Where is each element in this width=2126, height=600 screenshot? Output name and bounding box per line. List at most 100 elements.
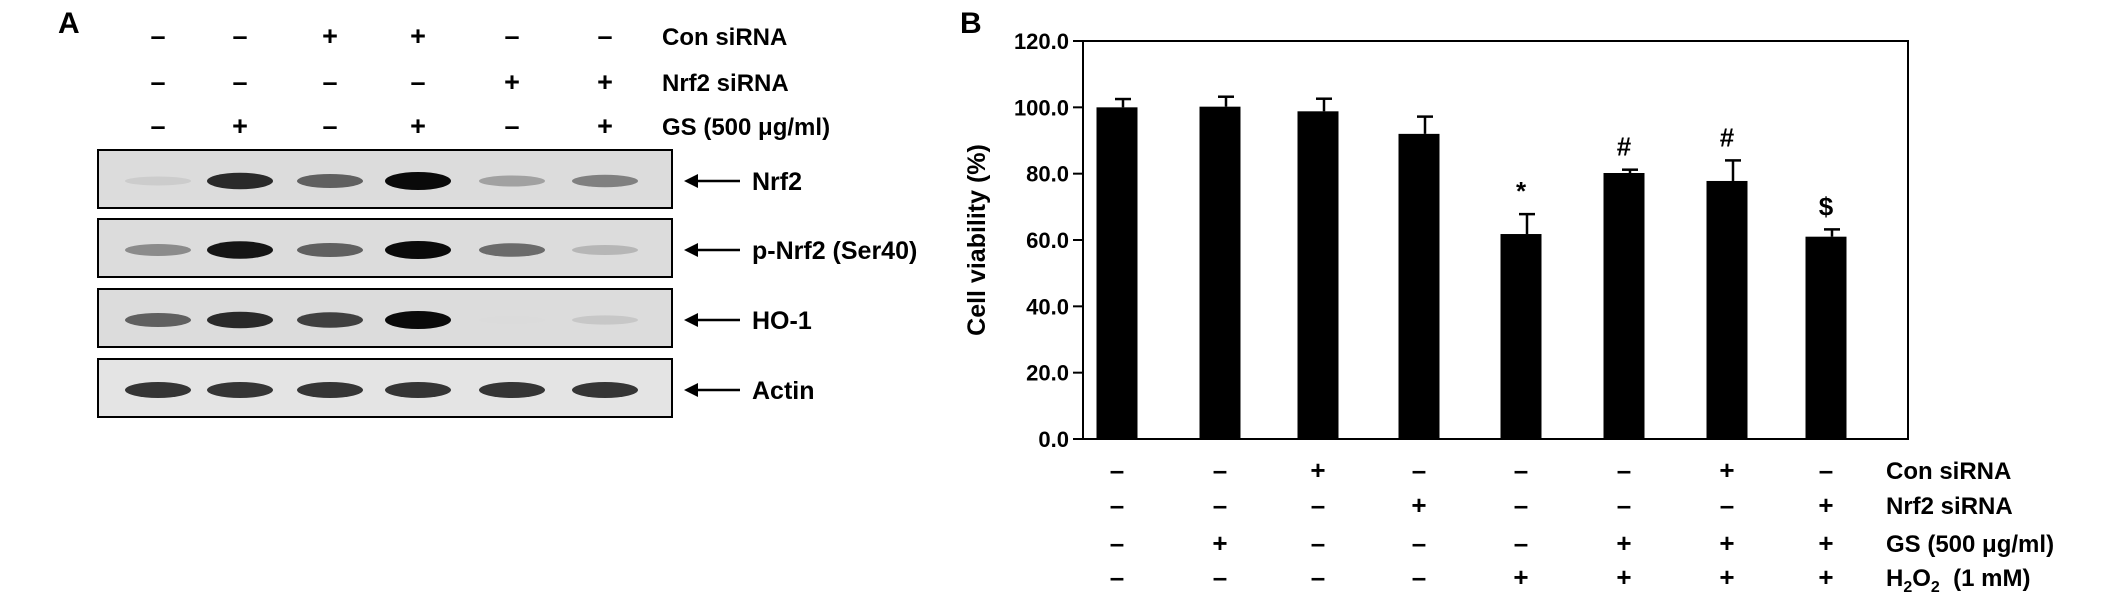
y-tick-label: 60.0: [1026, 228, 1069, 253]
panel-b-sign: +: [1616, 528, 1631, 558]
panel-a-sign: +: [410, 111, 426, 141]
panel-a-sign: +: [597, 111, 613, 141]
panel-a-condition-label: GS (500 μg/ml): [662, 114, 830, 141]
blot-band: [385, 172, 451, 190]
y-tick-label: 0.0: [1038, 427, 1069, 452]
arrow-head: [684, 243, 698, 257]
panel-b-sign: –: [1110, 490, 1124, 520]
panel-a-sign: –: [504, 21, 519, 51]
blot-band: [207, 382, 273, 398]
panel-b-sign: –: [1412, 455, 1426, 485]
panel-b-condition-table: – – + – – – + – Con siRNA – – – + – – – + Nrf2 siRNA – + – – –…: [1110, 455, 2054, 596]
bar: [1500, 234, 1542, 439]
panel-b-sign: +: [1719, 528, 1734, 558]
significance-mark: *: [1516, 176, 1527, 206]
panel-b-sign: –: [1213, 455, 1227, 485]
arrow-head: [684, 174, 698, 188]
blot-band: [125, 313, 191, 327]
panel-b-sign: +: [1719, 455, 1734, 485]
blot-band: [572, 382, 638, 398]
blot-band: [125, 382, 191, 398]
panel-b: B 0.0 20.0 40.0 60.0 80.0 100.0 120.0 Cell via…: [960, 7, 2054, 596]
arrow-head: [684, 383, 698, 397]
panel-a-sign: –: [150, 67, 165, 97]
arrow-head: [684, 313, 698, 327]
panel-b-sign: –: [1311, 490, 1325, 520]
panel-a: A – – + + – – Con siRNA – – – – + + Nrf2 siRNA – + – + – + G…: [58, 7, 917, 418]
blot-band: [297, 243, 363, 257]
panel-b-condition-label: Con siRNA: [1886, 458, 2011, 485]
blot-band: [572, 245, 638, 255]
bar: [1706, 180, 1748, 440]
blot-band: [207, 172, 273, 190]
panel-b-sign: –: [1110, 562, 1124, 592]
blot-band: [385, 311, 451, 329]
panel-a-sign: +: [504, 67, 520, 97]
significance-mark: $: [1819, 191, 1834, 221]
y-tick-label: 80.0: [1026, 162, 1069, 187]
condition-label-part: 2: [1903, 579, 1912, 596]
panel-b-sign: –: [1617, 455, 1631, 485]
panel-b-letter: B: [960, 7, 982, 40]
condition-label-part: O: [1912, 565, 1931, 592]
blot-label: HO-1: [752, 307, 812, 335]
panel-b-sign: +: [1719, 562, 1734, 592]
bars: * # # $: [1096, 95, 1847, 440]
panel-a-sign: –: [150, 111, 165, 141]
blot-strip: Actin: [97, 358, 815, 418]
blot-band: [385, 382, 451, 398]
bar: [1398, 133, 1440, 439]
y-tick-label: 40.0: [1026, 294, 1069, 319]
panel-b-sign: –: [1110, 528, 1124, 558]
y-tick-label: 120.0: [1014, 29, 1069, 54]
blot-band: [207, 311, 273, 329]
blot-label: Nrf2: [752, 168, 802, 196]
blot-label: Actin: [752, 377, 815, 405]
blot-label: p-Nrf2 (Ser40): [752, 237, 917, 265]
panel-a-sign: –: [504, 111, 519, 141]
blot-band: [297, 382, 363, 398]
panel-a-sign: –: [150, 21, 165, 51]
panel-b-sign: –: [1514, 455, 1528, 485]
condition-label-part: (1 mM): [1940, 565, 2031, 592]
panel-b-sign: –: [1412, 528, 1426, 558]
blot-band: [479, 315, 545, 325]
panel-b-sign: +: [1310, 455, 1325, 485]
condition-label-part: H: [1886, 565, 1903, 592]
bar: [1199, 106, 1241, 440]
panel-a-sign: –: [232, 21, 247, 51]
panel-b-sign: –: [1514, 528, 1528, 558]
panel-b-sign: –: [1110, 455, 1124, 485]
blot-band: [572, 174, 638, 188]
blot-band: [207, 241, 273, 259]
blot-band: [479, 175, 545, 187]
significance-mark: #: [1617, 132, 1632, 162]
blot-band: [297, 174, 363, 188]
bar: [1297, 111, 1339, 440]
panel-a-condition-label: Con siRNA: [662, 24, 787, 51]
y-axis: 0.0 20.0 40.0 60.0 80.0 100.0 120.0: [1014, 29, 1083, 452]
panel-a-blots: Nrf2 p-Nrf2 (Ser40) HO-1 Actin: [97, 149, 917, 418]
blot-strip: HO-1: [97, 288, 812, 348]
condition-label-part: 2: [1931, 579, 1940, 596]
panel-b-sign: +: [1513, 562, 1528, 592]
panel-a-condition-table: – – + + – – Con siRNA – – – – + + Nrf2 siRNA – + – + – + GS …: [150, 21, 830, 141]
y-axis-label: Cell viability (%): [963, 144, 991, 336]
panel-b-sign: –: [1311, 562, 1325, 592]
y-tick-label: 20.0: [1026, 361, 1069, 386]
panel-a-condition-label: Nrf2 siRNA: [662, 70, 789, 97]
panel-b-sign: –: [1819, 455, 1833, 485]
blot-band: [385, 241, 451, 259]
panel-b-sign: +: [1818, 528, 1833, 558]
bar: [1805, 236, 1847, 439]
panel-b-condition-label: H2O2 (1 mM): [1886, 565, 2031, 596]
panel-b-sign: –: [1514, 490, 1528, 520]
blot-band: [125, 176, 191, 186]
panel-a-sign: –: [322, 67, 337, 97]
panel-b-sign: +: [1818, 490, 1833, 520]
panel-b-sign: –: [1720, 490, 1734, 520]
blot-band: [479, 382, 545, 398]
panel-b-sign: +: [1818, 562, 1833, 592]
panel-b-sign: –: [1311, 528, 1325, 558]
